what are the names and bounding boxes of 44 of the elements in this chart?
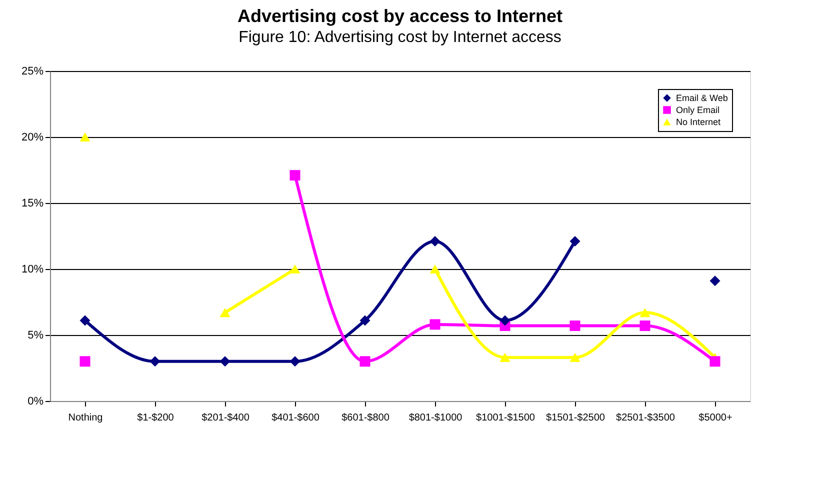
point — [710, 276, 720, 286]
x-tick-label: $1-$200 — [137, 412, 174, 424]
point — [220, 356, 230, 367]
point — [220, 308, 230, 318]
y-tick-label: 25% — [21, 66, 44, 78]
point — [360, 356, 370, 367]
point — [640, 308, 650, 318]
y-tick-label: 5% — [28, 330, 44, 342]
point — [150, 356, 160, 367]
legend-label: No Internet — [676, 117, 722, 127]
caption: Figure 10: Advertising cost by Internet access — [238, 29, 562, 46]
x-tick-label: $1001-$1500 — [476, 412, 536, 424]
point — [570, 352, 580, 362]
point — [430, 264, 440, 274]
point — [570, 236, 580, 247]
point — [430, 319, 440, 330]
point — [290, 170, 300, 181]
legend-label: Email & Web — [676, 93, 728, 103]
x-tick-label: $5000+ — [698, 412, 732, 424]
y-tick-label: 0% — [28, 396, 44, 408]
x-tick-label: $801-$1000 — [408, 412, 463, 424]
x-tick-label: Nothing — [68, 412, 103, 424]
point — [500, 315, 510, 326]
x-tick-label: $601-$800 — [342, 412, 390, 424]
point — [710, 356, 720, 367]
x-tick-label: $201-$400 — [202, 412, 250, 424]
point — [430, 236, 440, 247]
point — [80, 356, 90, 367]
x-tick-label: $401-$600 — [272, 412, 320, 424]
point — [80, 132, 90, 142]
point — [360, 315, 370, 326]
point — [290, 356, 300, 367]
point — [640, 320, 650, 332]
point — [80, 315, 90, 326]
point — [500, 352, 510, 362]
y-tick-label: 15% — [21, 198, 44, 210]
point — [290, 264, 300, 274]
y-tick-label: 20% — [21, 132, 44, 144]
chart-title: Advertising cost by access to Internet — [237, 6, 563, 26]
y-tick-label: 10% — [21, 264, 44, 276]
x-tick-label: $2501-$3500 — [616, 412, 676, 424]
point — [570, 320, 580, 332]
legend-label: Only Email — [676, 105, 720, 115]
x-tick-label: $1501-$2500 — [546, 412, 606, 424]
